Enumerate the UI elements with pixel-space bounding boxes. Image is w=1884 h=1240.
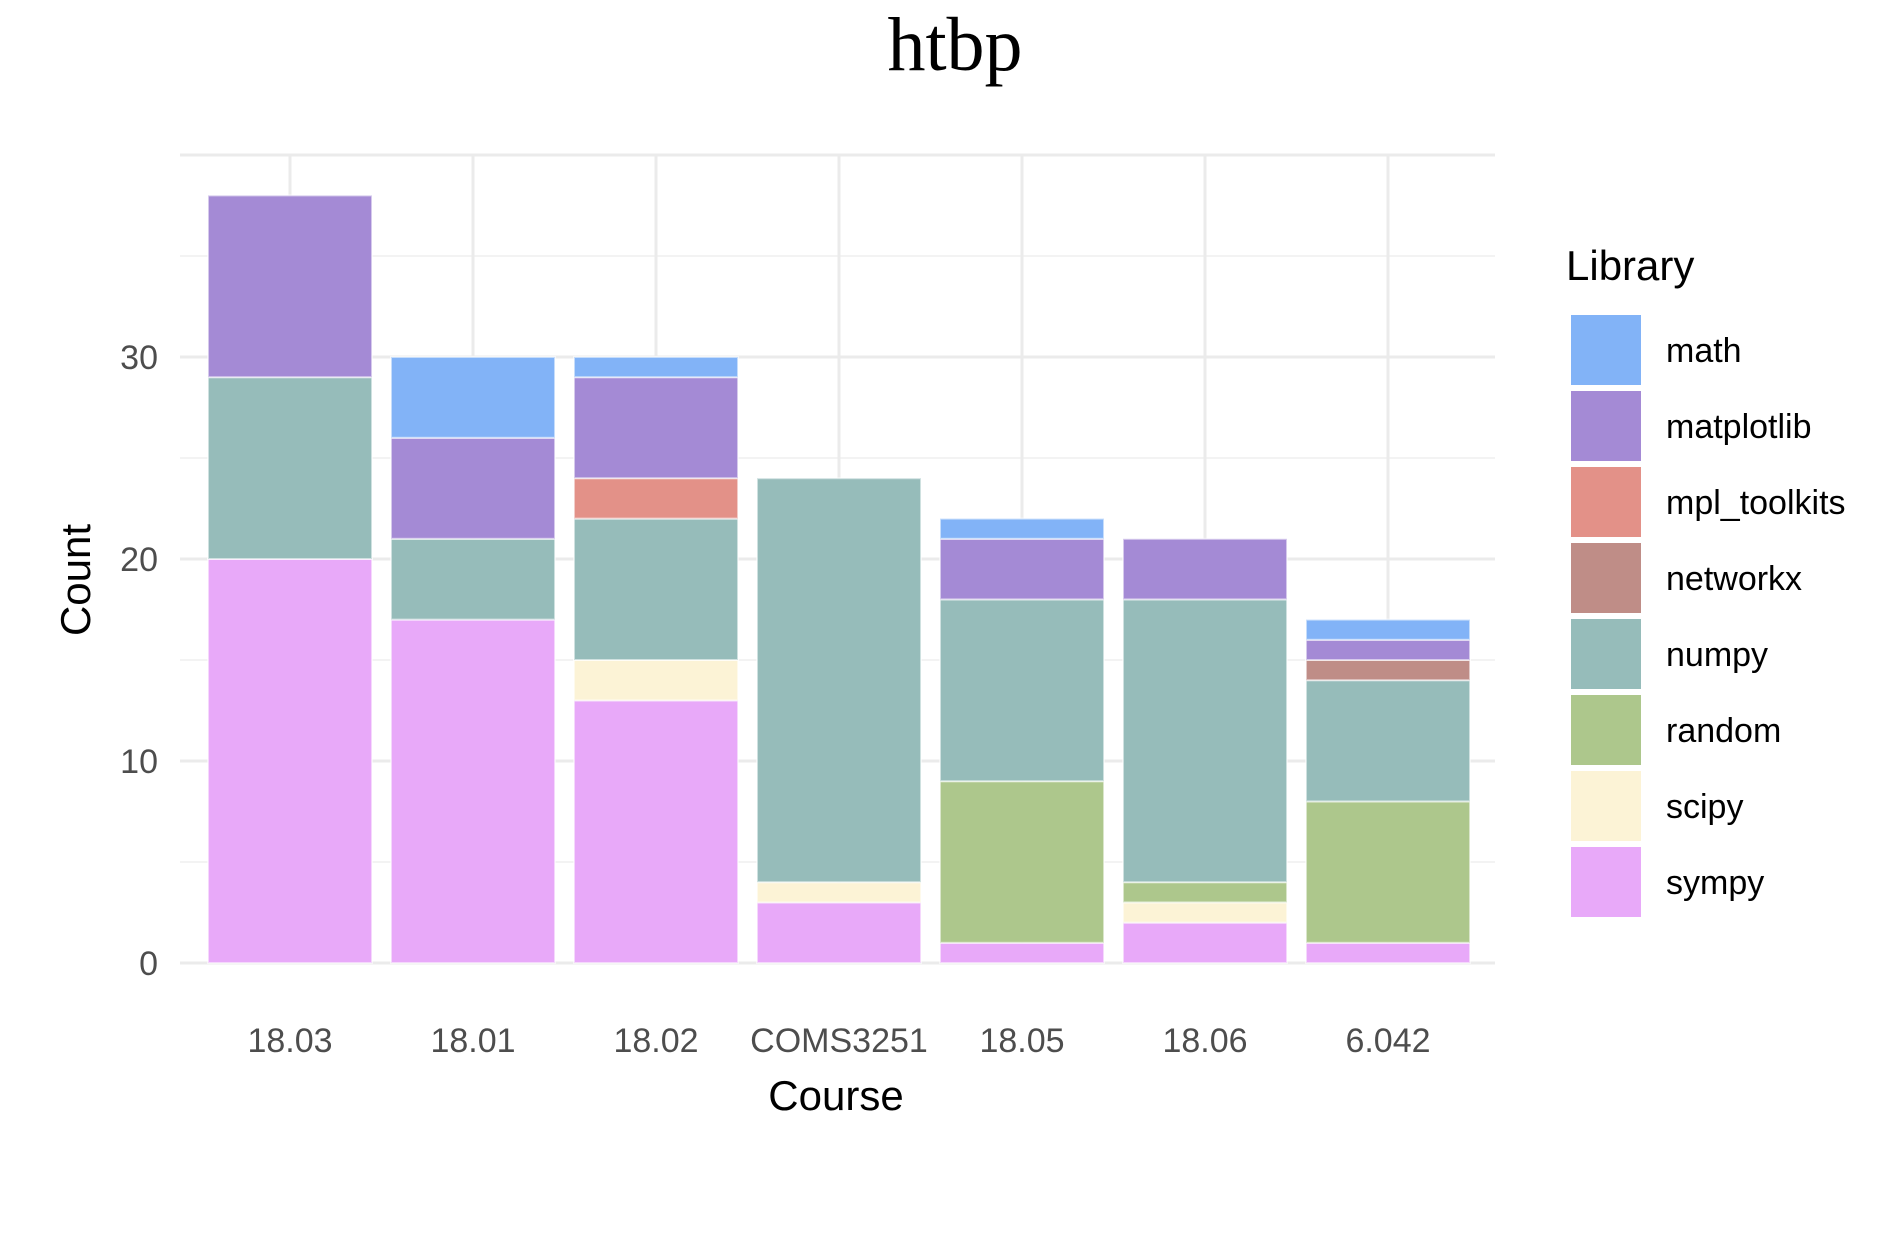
bar-segment-scipy (756, 881, 922, 904)
bar-segment-scipy (1122, 901, 1288, 924)
bar-segment-matplotlib (1305, 638, 1471, 661)
bar-segment-sympy (207, 558, 373, 964)
legend-title: Library (1566, 242, 1694, 289)
bar-segment-numpy (390, 537, 556, 621)
bar-segment-sympy (390, 618, 556, 964)
x-tick-label: COMS3251 (750, 1022, 928, 1060)
legend-swatch-random (1569, 693, 1643, 767)
bar-segment-matplotlib (1122, 537, 1288, 601)
legend-label-math: math (1666, 332, 1742, 370)
bar-segment-networkx (1305, 659, 1471, 682)
legend-swatch-math (1569, 313, 1643, 387)
bar-segment-random (939, 780, 1105, 944)
y-tick-label: 10 (120, 743, 158, 781)
bar-segment-matplotlib (573, 376, 739, 480)
x-axis-title: Course (768, 1072, 903, 1119)
bar-segment-math (573, 356, 739, 379)
legend-swatch-mpl_toolkits (1569, 465, 1643, 539)
bar-segment-scipy (573, 659, 739, 702)
legend-swatch-numpy (1569, 617, 1643, 691)
bar-segment-matplotlib (207, 194, 373, 379)
bar-segment-sympy (573, 699, 739, 965)
bar-segment-numpy (939, 598, 1105, 783)
bar-segment-numpy (1122, 598, 1288, 884)
legend-label-networkx: networkx (1666, 560, 1802, 598)
x-tick-label: 6.042 (1345, 1022, 1430, 1060)
legend-swatch-sympy (1569, 845, 1643, 919)
legend-label-matplotlib: matplotlib (1666, 408, 1812, 446)
bar-segment-numpy (207, 376, 373, 561)
bar-segment-random (1122, 881, 1288, 904)
x-tick-labels: 18.03 18.01 18.02 COMS3251 18.05 18.06 6.042 (247, 1022, 1430, 1060)
bar-segment-sympy (939, 941, 1105, 964)
bars (207, 194, 1471, 965)
bar-segment-numpy (1305, 679, 1471, 803)
bar-segment-matplotlib (390, 436, 556, 540)
legend-swatch-scipy (1569, 769, 1643, 843)
bar-segment-sympy (1305, 941, 1471, 964)
bar-segment-math (390, 356, 556, 439)
x-tick-label: 18.01 (430, 1022, 515, 1060)
x-tick-label: 18.02 (613, 1022, 698, 1060)
bar-segment-numpy (573, 517, 739, 661)
x-tick-label: 18.06 (1162, 1022, 1247, 1060)
legend-label-scipy: scipy (1666, 788, 1743, 826)
y-tick-labels: 0 10 20 30 (120, 339, 158, 983)
legend-label-mpl_toolkits: mpl_toolkits (1666, 484, 1846, 522)
bar-segment-mpl_toolkits (573, 477, 739, 520)
bar-segment-sympy (1122, 921, 1288, 964)
bar-segment-random (1305, 800, 1471, 944)
legend-swatch-matplotlib (1569, 389, 1643, 463)
bar-segment-math (939, 517, 1105, 540)
y-tick-label: 30 (120, 339, 158, 377)
legend-label-numpy: numpy (1666, 636, 1768, 674)
bar-segment-math (1305, 618, 1471, 641)
legend-items: math matplotlib mpl_toolkits networkx numpy r… (1569, 313, 1846, 919)
x-tick-label: 18.05 (979, 1022, 1064, 1060)
legend-label-random: random (1666, 712, 1781, 750)
legend-swatch-networkx (1569, 541, 1643, 615)
y-axis-title: Count (52, 524, 99, 636)
x-tick-label: 18.03 (247, 1022, 332, 1060)
bar-segment-matplotlib (939, 537, 1105, 601)
chart-title: htbp (887, 3, 1023, 87)
y-tick-label: 0 (139, 945, 158, 983)
bar-segment-numpy (756, 477, 922, 884)
legend-label-sympy: sympy (1666, 864, 1764, 902)
bar-segment-sympy (756, 901, 922, 965)
y-tick-label: 20 (120, 541, 158, 579)
legend: Library math matplotlib mpl_toolkitsnetwor… (1566, 242, 1846, 919)
